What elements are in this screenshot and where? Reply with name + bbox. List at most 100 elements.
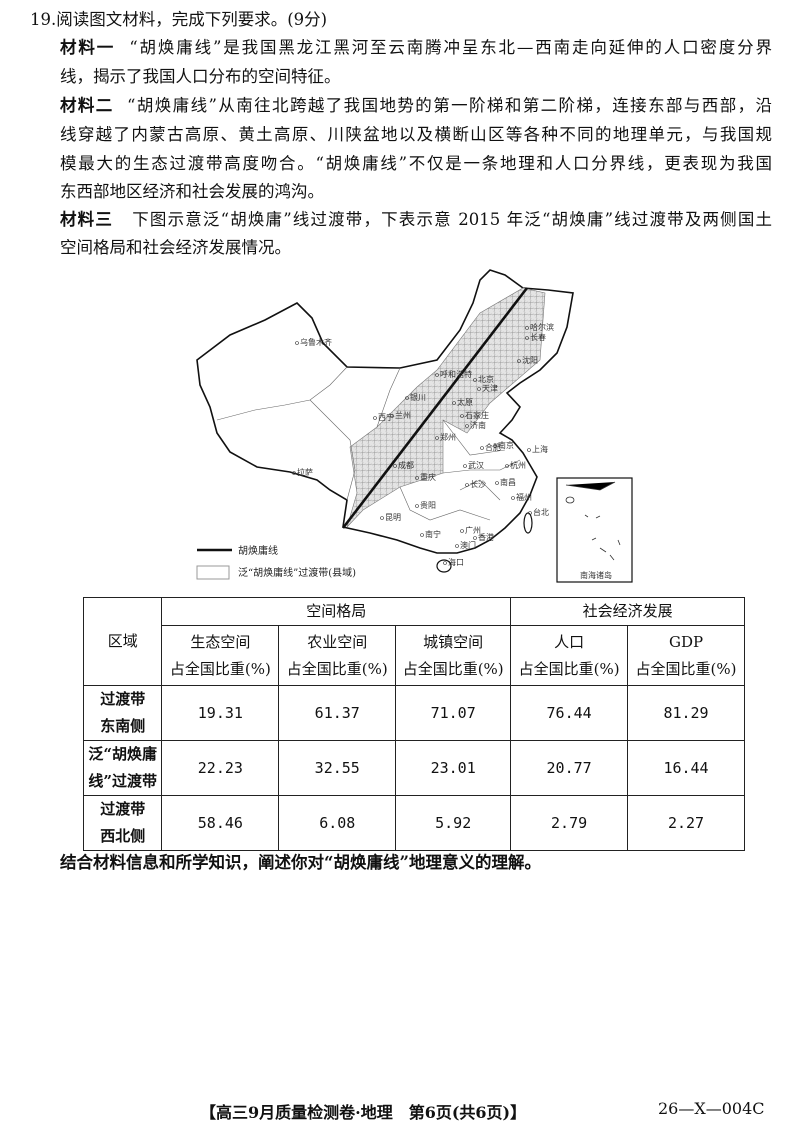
city-label: 台北: [533, 507, 549, 517]
city-label: 杭州: [510, 460, 526, 470]
city-label: 香港: [478, 532, 494, 542]
city-label: 福州: [516, 493, 532, 502]
city-label: 上海: [532, 444, 548, 454]
question-header: 19.阅读图文材料，完成下列要求。(9分): [30, 10, 327, 30]
city-label: 海口: [448, 557, 464, 567]
city-label: 南京: [498, 440, 514, 450]
city-label: 郑州: [440, 432, 456, 442]
city-label: 天津: [482, 383, 498, 393]
city-label: 南昌: [500, 477, 516, 487]
text: 下图示意泛“胡焕庸”线过渡带，下表示意 2015 年泛“胡焕庸”线过渡带及两侧国…: [132, 210, 773, 229]
city-marker: [393, 464, 397, 468]
city-marker: [435, 436, 439, 440]
city-label: 重庆: [420, 472, 436, 482]
city-label: 呼和浩特: [440, 369, 472, 379]
header-region: 区域: [82, 597, 163, 686]
city-marker: [528, 511, 532, 515]
region-line: 线”过渡带: [88, 772, 158, 790]
text: “胡焕庸线”是我国黑龙江黑河至云南腾冲呈东北—西南走向延伸的人口密度分界: [129, 38, 772, 57]
row-region: 过渡带 西北侧: [82, 795, 163, 851]
city-marker: [460, 529, 464, 533]
city-marker: [465, 483, 469, 487]
column-header: 生态空间占全国比重(%): [161, 625, 280, 686]
city-marker: [295, 341, 299, 345]
city-marker: [435, 373, 439, 377]
city-marker: [405, 396, 409, 400]
city-label: 长春: [530, 332, 546, 342]
column-name: 城镇空间: [423, 632, 484, 651]
question-number: 19.: [30, 10, 57, 29]
city-label: 广州: [465, 525, 481, 535]
city-label: 贵阳: [420, 500, 436, 510]
city-label: 哈尔滨: [530, 322, 554, 332]
table-cell: 19.31: [161, 685, 280, 741]
city-marker: [511, 496, 515, 500]
transition-band: [346, 287, 546, 528]
material-label: 材料一: [60, 38, 116, 57]
city-label: 武汉: [468, 460, 484, 470]
table-row: 泛“胡焕庸 线”过渡带 22.23 32.55 23.01 20.77 16.44: [82, 740, 745, 796]
region-line: 过渡带: [100, 690, 146, 708]
city-marker: [480, 446, 484, 450]
question-prompt: 阅读图文材料，完成下列要求。(9分): [56, 10, 328, 29]
table-row: 过渡带 西北侧 58.46 6.08 5.92 2.79 2.27: [82, 795, 745, 851]
city-marker: [495, 481, 499, 485]
table-cell: 32.55: [278, 740, 397, 796]
city-marker: [473, 536, 477, 540]
city-marker: [525, 326, 529, 330]
city-label: 济南: [470, 420, 486, 430]
column-header: 农业空间 占全国比重(%): [278, 625, 397, 686]
hu-line: [341, 287, 529, 529]
row-region: 泛“胡焕庸 线”过渡带: [82, 740, 163, 796]
city-marker: [420, 533, 424, 537]
region-line: 过渡带: [100, 800, 146, 818]
legend-line-label: 胡焕庸线: [238, 544, 278, 557]
city-marker: [517, 359, 521, 363]
header-group-spatial: 空间格局: [161, 597, 512, 626]
footer-code: 26—X—004C: [658, 1099, 765, 1118]
legend-band-label: 泛“胡焕庸线”过渡带(县域): [238, 566, 356, 579]
city-label: 合肥: [485, 442, 501, 452]
table-cell: 2.27: [627, 795, 745, 851]
city-label: 北京: [478, 374, 494, 384]
column-unit: 占全国比重(%): [635, 659, 737, 678]
material-3-line-1: 材料三 下图示意泛“胡焕庸”线过渡带，下表示意 2015 年泛“胡焕庸”线过渡带…: [60, 210, 772, 230]
city-label: 乌鲁木齐: [300, 337, 332, 347]
city-marker: [460, 414, 464, 418]
city-marker: [452, 401, 456, 405]
legend-band-swatch: [196, 565, 230, 580]
material-1-line-2: 线，揭示了我国人口分布的空间特征。: [60, 67, 341, 86]
city-marker: [493, 444, 497, 448]
city-marker: [477, 387, 481, 391]
table-cell: 2.79: [510, 795, 629, 851]
city-marker: [415, 504, 419, 508]
table-row: 过渡带 东南侧 19.31 61.37 71.07 76.44 81.29: [82, 685, 745, 741]
region-line: 东南侧: [100, 717, 146, 735]
header-group-socioeconomic: 社会经济发展: [510, 597, 745, 626]
city-label: 兰州: [395, 410, 411, 420]
city-label: 西宁: [378, 412, 394, 422]
province-borders: [216, 366, 521, 521]
city-marker: [525, 336, 529, 340]
city-marker: [443, 561, 447, 565]
city-label: 太原: [457, 397, 473, 407]
material-1-line-1: 材料一 “胡焕庸线”是我国黑龙江黑河至云南腾冲呈东北—西南走向延伸的人口密度分界: [60, 38, 772, 58]
column-unit: 占全国比重(%): [169, 659, 271, 678]
table-cell: 5.92: [395, 795, 512, 851]
table-cell: 23.01: [395, 740, 512, 796]
column-name: 生态空间: [190, 632, 251, 651]
text: “胡焕庸线”从南往北跨越了我国地势的第一阶梯和第二阶梯，连接东部与西部，沿: [127, 96, 772, 115]
table-cell: 81.29: [627, 685, 745, 741]
data-table: 区域 空间格局 社会经济发展 生态空间 占全国比重(%) 农业空间 占全国比重(%) 城…: [82, 597, 745, 851]
column-unit: 占全国比重(%): [518, 659, 620, 678]
table-cell: 22.23: [161, 740, 280, 796]
material-label: 材料三: [60, 210, 114, 229]
south-china-sea-inset: [556, 477, 633, 583]
city-marker: [390, 414, 394, 418]
city-label: 沈阳: [522, 355, 538, 365]
inset-islands: [565, 481, 621, 561]
material-2-line-1: 材料二 “胡焕庸线”从南往北跨越了我国地势的第一阶梯和第二阶梯，连接东部与西部，…: [60, 96, 772, 116]
material-2-line-3: 模最大的生态过渡带高度吻合。“胡焕庸线”不仅是一条地理和人口分界线，更表现为我国: [60, 154, 772, 173]
